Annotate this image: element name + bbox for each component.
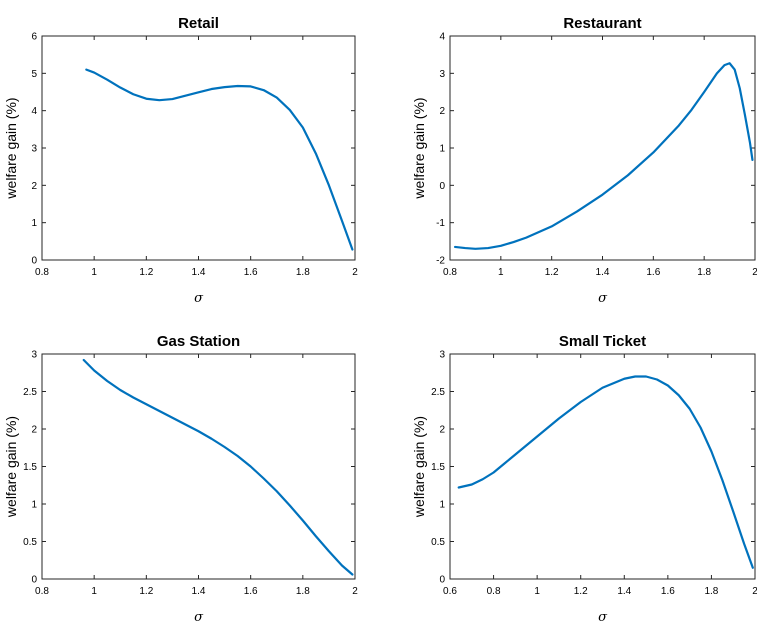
x-tick-label: 1.6 xyxy=(646,267,660,278)
x-axis-label: σ xyxy=(194,610,204,625)
x-tick-label: 1 xyxy=(91,586,97,597)
x-axis-label: σ xyxy=(598,291,608,306)
subplot-title: Restaurant xyxy=(563,15,641,32)
axes-box xyxy=(449,35,756,261)
subplot-gas-station: 0.8 1 1.2 1.4 1.6 1.8 2 0 0.5 1 1.5 2 2.5 3 Gas Statio… xyxy=(3,333,358,625)
x-tick-label: 1.6 xyxy=(244,586,258,597)
y-tick-label: 1 xyxy=(31,500,37,511)
y-tick-label: 1.5 xyxy=(23,462,37,473)
x-tick-label: 1.6 xyxy=(244,267,258,278)
x-tick-label: 1.4 xyxy=(192,267,206,278)
y-tick-label: -1 xyxy=(436,218,445,229)
series-line-restaurant xyxy=(453,62,754,250)
x-tick-label: 1.8 xyxy=(697,267,711,278)
x-tick-label: 1.8 xyxy=(296,267,310,278)
y-tick-label: 4 xyxy=(439,32,445,43)
y-tick-label: 6 xyxy=(31,32,37,43)
y-tick-label: 2 xyxy=(439,425,445,436)
x-tick-label: 2 xyxy=(752,586,757,597)
x-tick-label: 1.6 xyxy=(661,586,675,597)
y-axis-label: welfare gain (%) xyxy=(3,97,19,199)
y-axis-label: welfare gain (%) xyxy=(411,97,427,199)
y-tick-label: 1 xyxy=(439,144,445,155)
y-tick-label: 0 xyxy=(31,256,37,267)
y-axis-label: welfare gain (%) xyxy=(3,416,19,518)
y-axis-label: welfare gain (%) xyxy=(411,416,427,518)
y-tick-label: 0.5 xyxy=(23,537,37,548)
y-tick-label: 2.5 xyxy=(23,387,37,398)
x-tick-label: 2 xyxy=(352,267,358,278)
x-tick-label: 1 xyxy=(91,267,97,278)
x-axis-label: σ xyxy=(598,610,608,625)
y-tick-label: 2.5 xyxy=(431,387,445,398)
y-tick-label: -2 xyxy=(436,256,445,267)
x-tick-label: 1.4 xyxy=(192,586,206,597)
y-tick-label: 1.5 xyxy=(431,462,445,473)
y-tick-label: 0.5 xyxy=(431,537,445,548)
x-tick-label: 2 xyxy=(352,586,358,597)
x-tick-label: 1.2 xyxy=(139,267,153,278)
x-tick-label: 0.8 xyxy=(443,267,457,278)
y-tick-label: 2 xyxy=(31,425,37,436)
y-tick-label: 1 xyxy=(31,218,37,229)
x-tick-label: 1.2 xyxy=(139,586,153,597)
series-line-gas-station xyxy=(82,358,354,576)
x-tick-label: 0.8 xyxy=(487,586,501,597)
x-tick-label: 0.6 xyxy=(443,586,457,597)
x-tick-label: 1.8 xyxy=(296,586,310,597)
subplot-title: Retail xyxy=(178,15,219,32)
y-tick-label: 5 xyxy=(31,69,37,80)
axes-box xyxy=(41,353,356,580)
y-tick-label: 0 xyxy=(439,575,445,586)
y-tick-label: 3 xyxy=(31,144,37,155)
x-tick-label: 0.8 xyxy=(35,267,49,278)
x-tick-label: 1.4 xyxy=(617,586,631,597)
y-tick-label: 0 xyxy=(31,575,37,586)
y-tick-label: 2 xyxy=(439,106,445,117)
x-tick-label: 1.8 xyxy=(704,586,718,597)
x-tick-label: 1.2 xyxy=(574,586,588,597)
subplot-title: Small Ticket xyxy=(559,333,646,350)
x-tick-label: 1.2 xyxy=(545,267,559,278)
x-tick-label: 1 xyxy=(498,267,504,278)
x-tick-label: 1.4 xyxy=(596,267,610,278)
x-tick-label: 0.8 xyxy=(35,586,49,597)
y-tick-label: 4 xyxy=(31,106,37,117)
subplot-restaurant: 0.8 1 1.2 1.4 1.6 1.8 2 -2 -1 0 1 2 3 4 Restaurant σ wel… xyxy=(411,15,757,306)
y-tick-label: 1 xyxy=(439,500,445,511)
y-tick-label: 2 xyxy=(31,181,37,192)
x-axis-label: σ xyxy=(194,291,204,306)
x-tick-label: 2 xyxy=(752,267,757,278)
y-tick-label: 3 xyxy=(439,350,445,361)
subplot-small-ticket: 0.6 0.8 1 1.2 1.4 1.6 1.8 2 0 0.5 1 1.5 2 2.5 3 Small T… xyxy=(411,333,757,625)
y-tick-label: 3 xyxy=(439,69,445,80)
series-line-small-ticket xyxy=(457,375,754,569)
subplot-title: Gas Station xyxy=(157,333,240,350)
y-tick-label: 0 xyxy=(439,181,445,192)
y-tick-label: 3 xyxy=(31,350,37,361)
x-tick-label: 1 xyxy=(534,586,540,597)
series-line-retail xyxy=(85,68,354,251)
subplot-retail: 0.8 1 1.2 1.4 1.6 1.8 2 0 1 2 3 4 5 6 Retail σ welfare g… xyxy=(3,15,358,306)
